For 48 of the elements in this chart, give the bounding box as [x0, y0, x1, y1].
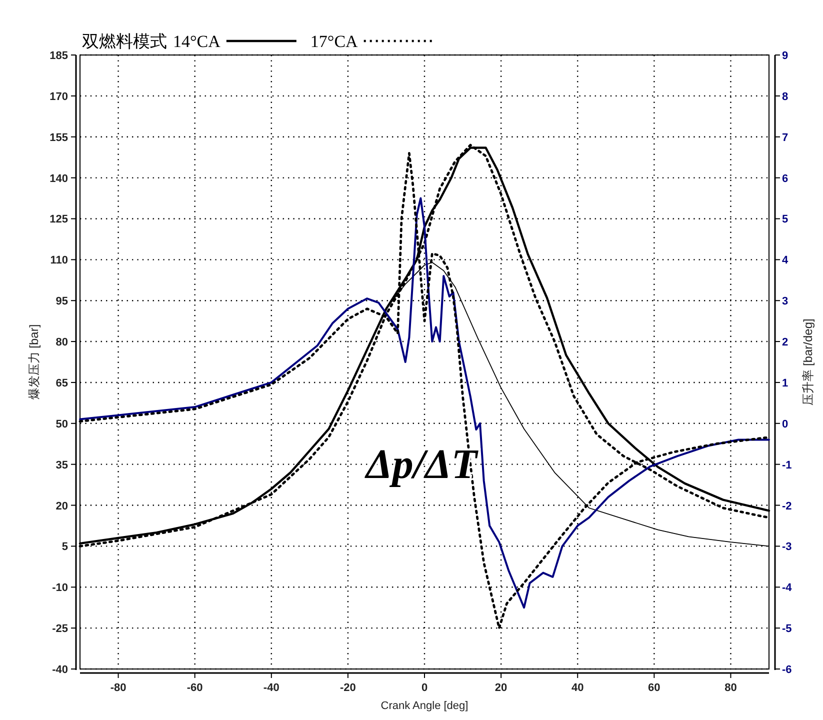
- x-tick-label: -60: [186, 682, 203, 694]
- y2-tick-label: -1: [782, 459, 792, 472]
- x-tick-label: -20: [340, 682, 356, 694]
- y-tick-label: -10: [52, 582, 68, 594]
- x-tick-label: 40: [571, 682, 584, 694]
- y2-tick-label: 1: [782, 377, 788, 390]
- x-tick-label: 60: [648, 682, 660, 694]
- y-axis-title: 爆发压力 [bar]: [27, 324, 41, 400]
- y-tick-label: 50: [56, 418, 68, 430]
- y2-tick-label: 8: [782, 90, 788, 103]
- x-tick-label: 0: [421, 682, 428, 694]
- y-tick-label: 65: [56, 377, 68, 390]
- y-tick-label: 35: [56, 459, 68, 472]
- y2-tick-label: -2: [782, 500, 792, 512]
- y2-tick-label: -6: [782, 664, 792, 676]
- y-tick-label: -40: [52, 664, 68, 676]
- y-tick-label: -25: [52, 623, 68, 636]
- y2-tick-label: 7: [782, 132, 788, 144]
- y2-tick-label: 6: [782, 172, 788, 185]
- y-tick-label: 110: [50, 254, 68, 267]
- y2-tick-label: -4: [782, 582, 793, 594]
- y2-tick-label: 3: [782, 296, 788, 308]
- legend-label: 14°CA: [173, 32, 222, 51]
- y2-tick-label: 4: [782, 254, 789, 267]
- y-tick-label: 95: [56, 296, 68, 308]
- y-tick-label: 140: [50, 172, 68, 185]
- y-tick-label: 20: [56, 500, 68, 512]
- y-tick-label: 125: [50, 214, 68, 226]
- x-tick-label: -40: [263, 682, 280, 694]
- annotation: Δp/ΔT: [364, 442, 480, 488]
- y2-tick-label: -5: [782, 623, 792, 636]
- y2-tick-label: 5: [782, 214, 788, 226]
- x-tick-label: 20: [494, 682, 508, 694]
- y-tick-label: 155: [50, 132, 68, 144]
- y2-axis-title: 压升率 [bar/deg]: [801, 318, 815, 406]
- y2-tick-label: 0: [782, 418, 788, 430]
- x-tick-label: 80: [724, 682, 737, 694]
- y-tick-label: 185: [50, 50, 68, 62]
- y-tick-label: 80: [56, 336, 68, 349]
- x-axis-title: Crank Angle [deg]: [380, 700, 468, 712]
- y2-tick-label: -3: [782, 541, 792, 554]
- y2-tick-label: 9: [782, 50, 788, 62]
- legend-title: 双燃料模式: [82, 32, 167, 51]
- y-tick-label: 170: [50, 90, 68, 103]
- y-tick-label: 5: [62, 541, 68, 554]
- legend-label: 17°CA: [310, 32, 359, 51]
- x-tick-label: -80: [110, 682, 126, 694]
- y2-tick-label: 2: [782, 336, 788, 349]
